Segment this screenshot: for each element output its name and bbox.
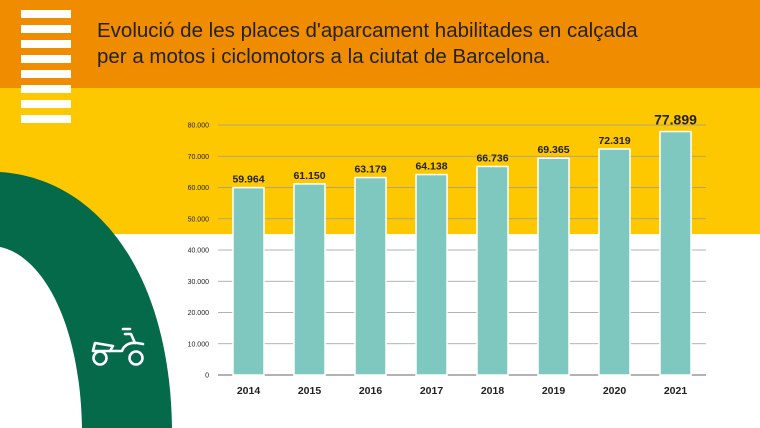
value-label: 69.365 [537, 144, 569, 156]
value-label: 59.964 [232, 174, 264, 186]
x-axis: 2014 2015 2016 2017 2018 2019 2020 2021 [237, 385, 688, 397]
y-tick-label: 0 [205, 373, 209, 380]
stripe [21, 100, 71, 108]
chart-title: Evolució de les places d'aparcament habi… [97, 18, 737, 70]
bar [415, 173, 448, 376]
bar [232, 186, 265, 376]
x-tick-label: 2016 [359, 385, 383, 397]
green-road-arc [0, 172, 172, 428]
value-label: 77.899 [654, 112, 697, 128]
bar [293, 183, 326, 376]
header-band [0, 0, 760, 88]
stripe [21, 70, 71, 78]
bar [476, 165, 509, 376]
y-tick-label: 40.000 [188, 248, 210, 255]
y-tick-label: 10.000 [188, 341, 210, 348]
value-label: 72.319 [598, 135, 630, 147]
y-tick-label: 30.000 [188, 279, 210, 286]
title-line-2: per a motos i ciclomotors a la ciutat de… [97, 45, 551, 68]
value-labels: 59.964 61.150 63.179 64.138 66.736 69.365 72.3… [232, 112, 697, 186]
gridlines [218, 124, 706, 376]
bar [659, 130, 692, 376]
y-tick-label: 70.000 [188, 154, 210, 161]
y-axis: 0 10.000 20.000 30.000 40.000 50.000 60.000 70.… [188, 123, 210, 380]
stripe [21, 115, 71, 123]
x-tick-label: 2017 [420, 385, 444, 397]
title-line-1: Evolució de les places d'aparcament habi… [97, 19, 638, 42]
crosswalk-stripes [21, 10, 71, 132]
bar [598, 148, 631, 376]
stripe [21, 85, 71, 93]
x-tick-label: 2015 [298, 385, 322, 397]
y-tick-label: 80.000 [188, 123, 210, 130]
stripe [21, 25, 71, 33]
x-tick-label: 2014 [237, 385, 261, 397]
bar [537, 157, 570, 376]
x-tick-label: 2018 [481, 385, 505, 397]
value-label: 63.179 [354, 164, 386, 176]
value-label: 64.138 [415, 161, 447, 173]
y-tick-label: 20.000 [188, 310, 210, 317]
value-label: 66.736 [476, 152, 508, 164]
stripe [21, 10, 71, 18]
stripe [21, 55, 71, 63]
bars [232, 130, 692, 376]
stripe [21, 40, 71, 48]
x-tick-label: 2019 [542, 385, 566, 397]
x-tick-label: 2020 [603, 385, 627, 397]
y-tick-label: 60.000 [188, 185, 210, 192]
value-label: 61.150 [293, 170, 325, 182]
bar [354, 176, 387, 376]
scooter-icon [91, 327, 145, 366]
y-tick-label: 50.000 [188, 216, 210, 223]
x-tick-label: 2021 [664, 385, 688, 397]
